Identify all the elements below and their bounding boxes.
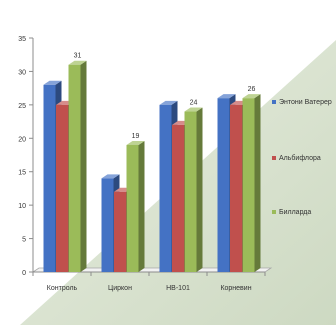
bar: [68, 64, 81, 272]
bar-side: [196, 107, 203, 273]
bar-top: [159, 100, 178, 105]
legend: Энтони Ватерер Альбифлора Билларда: [272, 99, 332, 216]
bar-top: [184, 107, 203, 112]
x-tick-label: НВ-101: [166, 285, 190, 292]
bar: [56, 104, 68, 272]
y-tick-label: 15: [18, 170, 26, 177]
legend-swatch: [272, 210, 276, 214]
y-tick-label: 20: [18, 136, 26, 143]
bar: [184, 111, 197, 273]
y-tick-label: 35: [18, 36, 26, 43]
y-tick-label: 25: [18, 103, 26, 110]
bar-side: [138, 140, 145, 272]
bar: [159, 104, 172, 272]
legend-swatch: [272, 100, 276, 104]
bar: [230, 104, 242, 272]
data-label: 19: [132, 133, 140, 140]
bar-top: [217, 94, 236, 99]
bar-top: [101, 174, 120, 179]
y-tick-label: 0: [22, 270, 26, 277]
y-tick-label: 30: [18, 69, 26, 76]
bar-side: [80, 60, 87, 272]
bar: [126, 144, 139, 272]
legend-label: Энтони Ватерер: [279, 99, 332, 106]
data-label: 24: [190, 100, 198, 107]
x-tick-label: Корневин: [220, 285, 251, 292]
bar-top: [126, 140, 145, 145]
bar: [114, 191, 126, 272]
plot-area: 0 5 10 15 20 25 30 35 Контроль Циркон НВ-101 Корнев…: [18, 36, 273, 292]
legend-label: Билларда: [279, 209, 311, 216]
x-tick-label: Контроль: [47, 285, 78, 292]
data-label: 31: [74, 53, 82, 60]
legend-label: Альбифлора: [279, 154, 321, 162]
bar: [172, 124, 184, 273]
bar-top: [43, 80, 62, 85]
bar-top: [68, 60, 87, 65]
bar: [101, 178, 114, 272]
data-label: 26: [248, 86, 256, 93]
bar: [217, 98, 230, 273]
y-tick-label: 5: [22, 237, 26, 244]
bar-side: [254, 94, 261, 273]
legend-swatch: [272, 156, 276, 160]
y-tick-label: 10: [18, 203, 26, 210]
bar: [43, 84, 56, 272]
x-tick-label: Циркон: [108, 285, 132, 292]
bar: [242, 98, 255, 273]
bar-top: [242, 94, 261, 99]
